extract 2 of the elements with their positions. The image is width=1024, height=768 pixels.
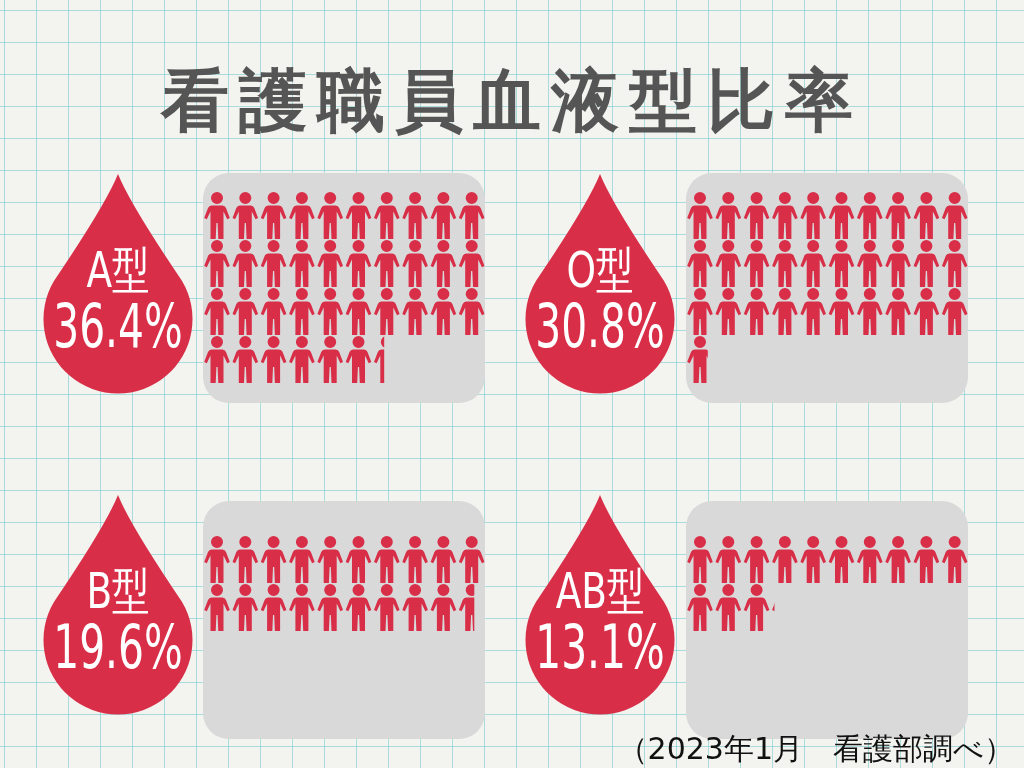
annotation: （2023年1月 看護部調べ）	[617, 731, 1014, 766]
title: 看護職員血液型比率	[161, 61, 863, 140]
